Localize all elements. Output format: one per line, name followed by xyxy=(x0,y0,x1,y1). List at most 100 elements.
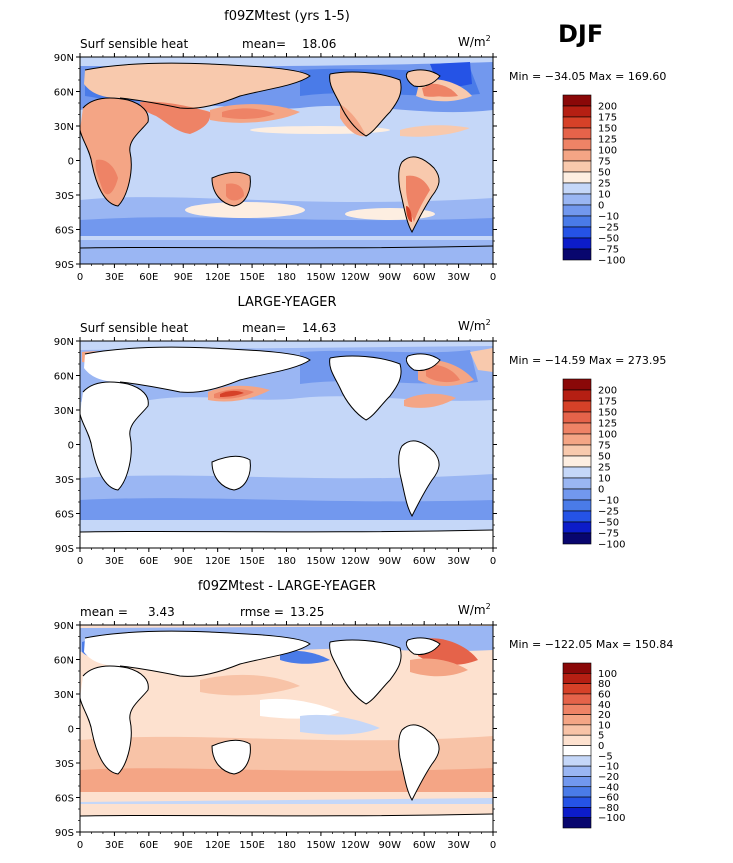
colorbar-box xyxy=(562,444,592,457)
lat-label: 90N xyxy=(54,621,74,632)
colorbar-box xyxy=(562,745,592,757)
colorbar-box xyxy=(562,724,592,736)
lon-label: 150E xyxy=(239,556,264,567)
colorbar-box xyxy=(562,171,592,184)
panel-3-rmse-label: rmse = xyxy=(240,605,284,619)
panel-1-land xyxy=(80,63,493,264)
panel-2-mean-value: 14.63 xyxy=(302,321,336,335)
panel-1-mean-value: 18.06 xyxy=(302,37,336,51)
colorbar-label: 10 xyxy=(598,720,611,731)
colorbar-box xyxy=(562,193,592,206)
lon-label: 90W xyxy=(378,556,401,567)
colorbar-label: −100 xyxy=(598,256,625,267)
colorbar-box xyxy=(562,734,592,746)
colorbar-label: −5 xyxy=(598,751,613,762)
colorbar-label: −100 xyxy=(598,540,625,551)
panel-2-coastlines xyxy=(80,346,493,533)
lon-label: 120W xyxy=(341,272,370,283)
lon-label: 0 xyxy=(490,556,496,567)
panel-3-map xyxy=(80,625,493,832)
lon-label: 150W xyxy=(306,556,335,567)
lat-label: 60S xyxy=(55,794,74,805)
colorbar-label: 100 xyxy=(598,669,617,680)
panel-1-coastlines xyxy=(80,62,493,249)
colorbar-label: 200 xyxy=(598,386,617,397)
lon-label: 60W xyxy=(413,272,436,283)
colorbar-label: 100 xyxy=(598,146,617,157)
colorbar-label: 125 xyxy=(598,135,617,146)
lon-label: 0 xyxy=(77,556,83,567)
colorbar-label: 10 xyxy=(598,190,611,201)
lon-label: 90W xyxy=(378,840,401,851)
lat-label: 30N xyxy=(54,406,74,417)
colorbar-label: 100 xyxy=(598,430,617,441)
panel-3-units: W/m2 xyxy=(458,602,491,617)
lat-label: 60S xyxy=(55,510,74,521)
colorbar-box xyxy=(562,817,592,829)
colorbar-label: −20 xyxy=(598,772,619,783)
colorbar-box xyxy=(562,683,592,695)
colorbar-label: 20 xyxy=(598,710,611,721)
lon-label: 60E xyxy=(139,556,158,567)
colorbar-label: −50 xyxy=(598,234,619,245)
panel-2-title: LARGE-YEAGER xyxy=(237,295,336,310)
colorbar-label: 25 xyxy=(598,463,611,474)
lon-label: 60W xyxy=(413,556,436,567)
colorbar-label: −40 xyxy=(598,782,619,793)
colorbar-label: 0 xyxy=(598,201,604,212)
lat-label: 30N xyxy=(54,690,74,701)
lon-label: 30W xyxy=(447,840,470,851)
panel-2-mean-label: mean= xyxy=(242,321,286,335)
lon-label: 30E xyxy=(105,272,124,283)
lon-label: 180 xyxy=(277,840,296,851)
colorbar-label: −75 xyxy=(598,245,619,256)
panel-2-map xyxy=(80,341,493,548)
panel-2-units: W/m2 xyxy=(458,318,491,333)
panel-1-map xyxy=(80,57,493,264)
lat-label: 30S xyxy=(55,191,74,202)
lon-label: 90E xyxy=(174,556,193,567)
colorbar-label: 175 xyxy=(598,113,617,124)
panel-1-mean-label: mean= xyxy=(242,37,286,51)
colorbar-label: 40 xyxy=(598,700,611,711)
lon-label: 0 xyxy=(77,272,83,283)
colorbar-box xyxy=(562,204,592,217)
lon-label: 150E xyxy=(239,272,264,283)
season-label: DJF xyxy=(558,20,603,48)
lon-label: 30E xyxy=(105,556,124,567)
panel-3-rmse-value: 13.25 xyxy=(290,605,324,619)
colorbar-box xyxy=(562,786,592,798)
lon-label: 150W xyxy=(306,840,335,851)
lon-label: 120E xyxy=(205,556,230,567)
lon-label: 120E xyxy=(205,840,230,851)
lon-label: 0 xyxy=(77,840,83,851)
colorbar-label: 75 xyxy=(598,157,611,168)
colorbar-label: 175 xyxy=(598,397,617,408)
colorbar-box xyxy=(562,411,592,424)
colorbar-box xyxy=(562,226,592,239)
lon-label: 150E xyxy=(239,840,264,851)
colorbar-label: −75 xyxy=(598,529,619,540)
colorbar-box xyxy=(562,693,592,705)
colorbar-box xyxy=(562,182,592,195)
colorbar-box xyxy=(562,116,592,129)
lat-label: 60S xyxy=(55,226,74,237)
panel-1-units: W/m2 xyxy=(458,34,491,49)
colorbar-box xyxy=(562,127,592,140)
colorbar-box xyxy=(562,714,592,726)
colorbar-box xyxy=(562,105,592,118)
lat-label: 0 xyxy=(68,157,74,168)
colorbar-box xyxy=(562,455,592,468)
panel-3-title: f09ZMtest - LARGE-YEAGER xyxy=(198,579,376,594)
colorbar-label: −10 xyxy=(598,762,619,773)
colorbar-label: 0 xyxy=(598,741,604,752)
lon-label: 120E xyxy=(205,272,230,283)
colorbar-label: 50 xyxy=(598,452,611,463)
colorbar-box xyxy=(562,510,592,523)
colorbar-box xyxy=(562,776,592,788)
